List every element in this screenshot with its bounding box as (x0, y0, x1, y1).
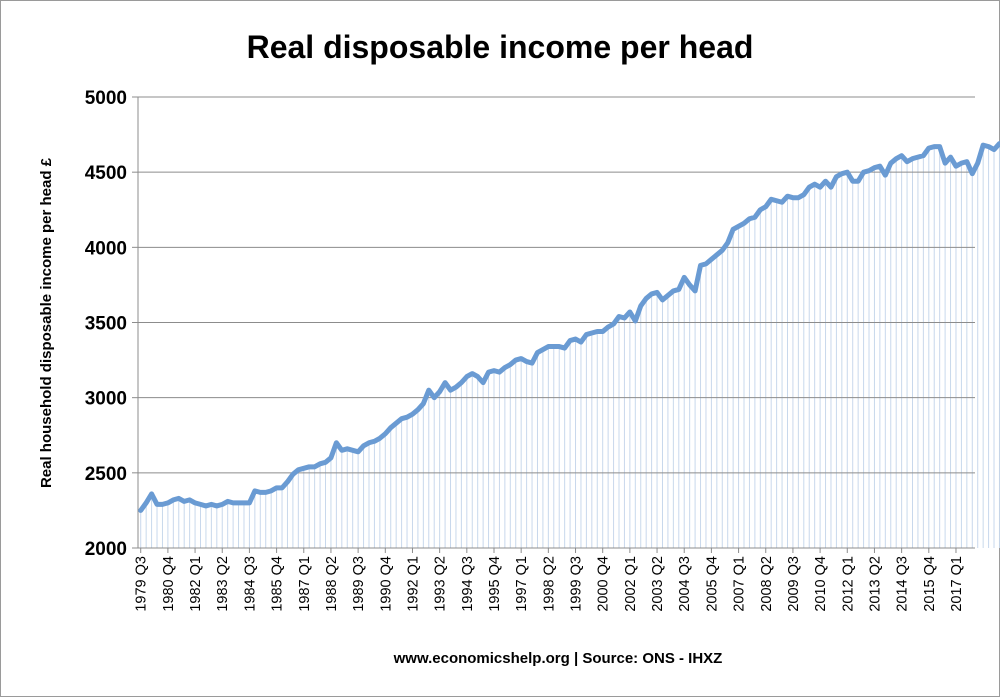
x-tick-label: 1990 Q4 (378, 556, 394, 612)
drop-lines (140, 143, 1000, 548)
x-tick-label: 1992 Q1 (405, 556, 421, 612)
source-note: www.economicshelp.org | Source: ONS - IH… (393, 650, 723, 667)
x-tick-label: 1983 Q2 (215, 556, 231, 612)
x-tick-label: 2012 Q1 (840, 556, 856, 612)
x-tick-label: 2014 Q3 (895, 556, 911, 612)
x-tick-label: 2010 Q4 (813, 556, 829, 612)
series-group (138, 141, 1000, 513)
x-tick-label: 2007 Q1 (732, 556, 748, 612)
axes (137, 97, 975, 549)
x-tick-label: 1980 Q4 (161, 556, 177, 612)
x-tick-label: 1993 Q2 (433, 556, 449, 612)
y-tick-label: 4500 (85, 163, 127, 184)
chart-title: Real disposable income per head (247, 29, 754, 65)
x-tick-label: 1989 Q3 (351, 556, 367, 612)
x-tick-label: 2005 Q4 (704, 556, 720, 612)
y-tick-label: 3500 (85, 314, 127, 335)
x-tick-label: 2008 Q2 (759, 556, 775, 612)
x-tick-label: 2000 Q4 (596, 556, 612, 612)
x-tick-label: 1985 Q4 (270, 556, 286, 612)
x-tick-label: 1979 Q3 (134, 556, 150, 612)
x-tick-label: 2002 Q1 (623, 556, 639, 612)
y-tick-label: 2500 (85, 464, 127, 485)
x-tick-label: 1988 Q2 (324, 556, 340, 612)
y-tick-label: 4000 (85, 238, 127, 259)
x-tick-label: 1997 Q1 (514, 556, 530, 612)
x-tick-label: 1984 Q3 (242, 556, 258, 612)
x-tick-label: 1982 Q1 (188, 556, 204, 612)
x-tick-labels: 1979 Q3 1980 Q4 1982 Q1 1983 Q2 1984 Q3 1985 … (134, 548, 965, 612)
x-tick-label: 2009 Q3 (786, 556, 802, 612)
x-tick-label: 1994 Q3 (460, 556, 476, 612)
y-tick-label: 3000 (85, 389, 127, 410)
y-axis-label: Real household disposable income per hea… (38, 157, 55, 488)
x-tick-label: 2013 Q2 (867, 556, 883, 612)
x-tick-label: 1995 Q4 (487, 556, 503, 612)
x-tick-label: 2003 Q2 (650, 556, 666, 612)
x-tick-label: 2017 Q1 (949, 556, 965, 612)
y-tick-labels: 2000 2500 3000 3500 4000 4500 5000 (85, 88, 127, 560)
series-line (138, 141, 1000, 513)
y-tick-label: 5000 (85, 88, 127, 109)
x-tick-label: 1987 Q1 (297, 556, 313, 612)
y-tick-label: 2000 (85, 539, 127, 560)
x-tick-label: 1999 Q3 (569, 556, 585, 612)
gridlines (132, 96, 975, 549)
x-tick-label: 2004 Q3 (677, 556, 693, 612)
x-tick-label: 1998 Q2 (541, 556, 557, 612)
x-tick-label: 2015 Q4 (922, 556, 938, 612)
